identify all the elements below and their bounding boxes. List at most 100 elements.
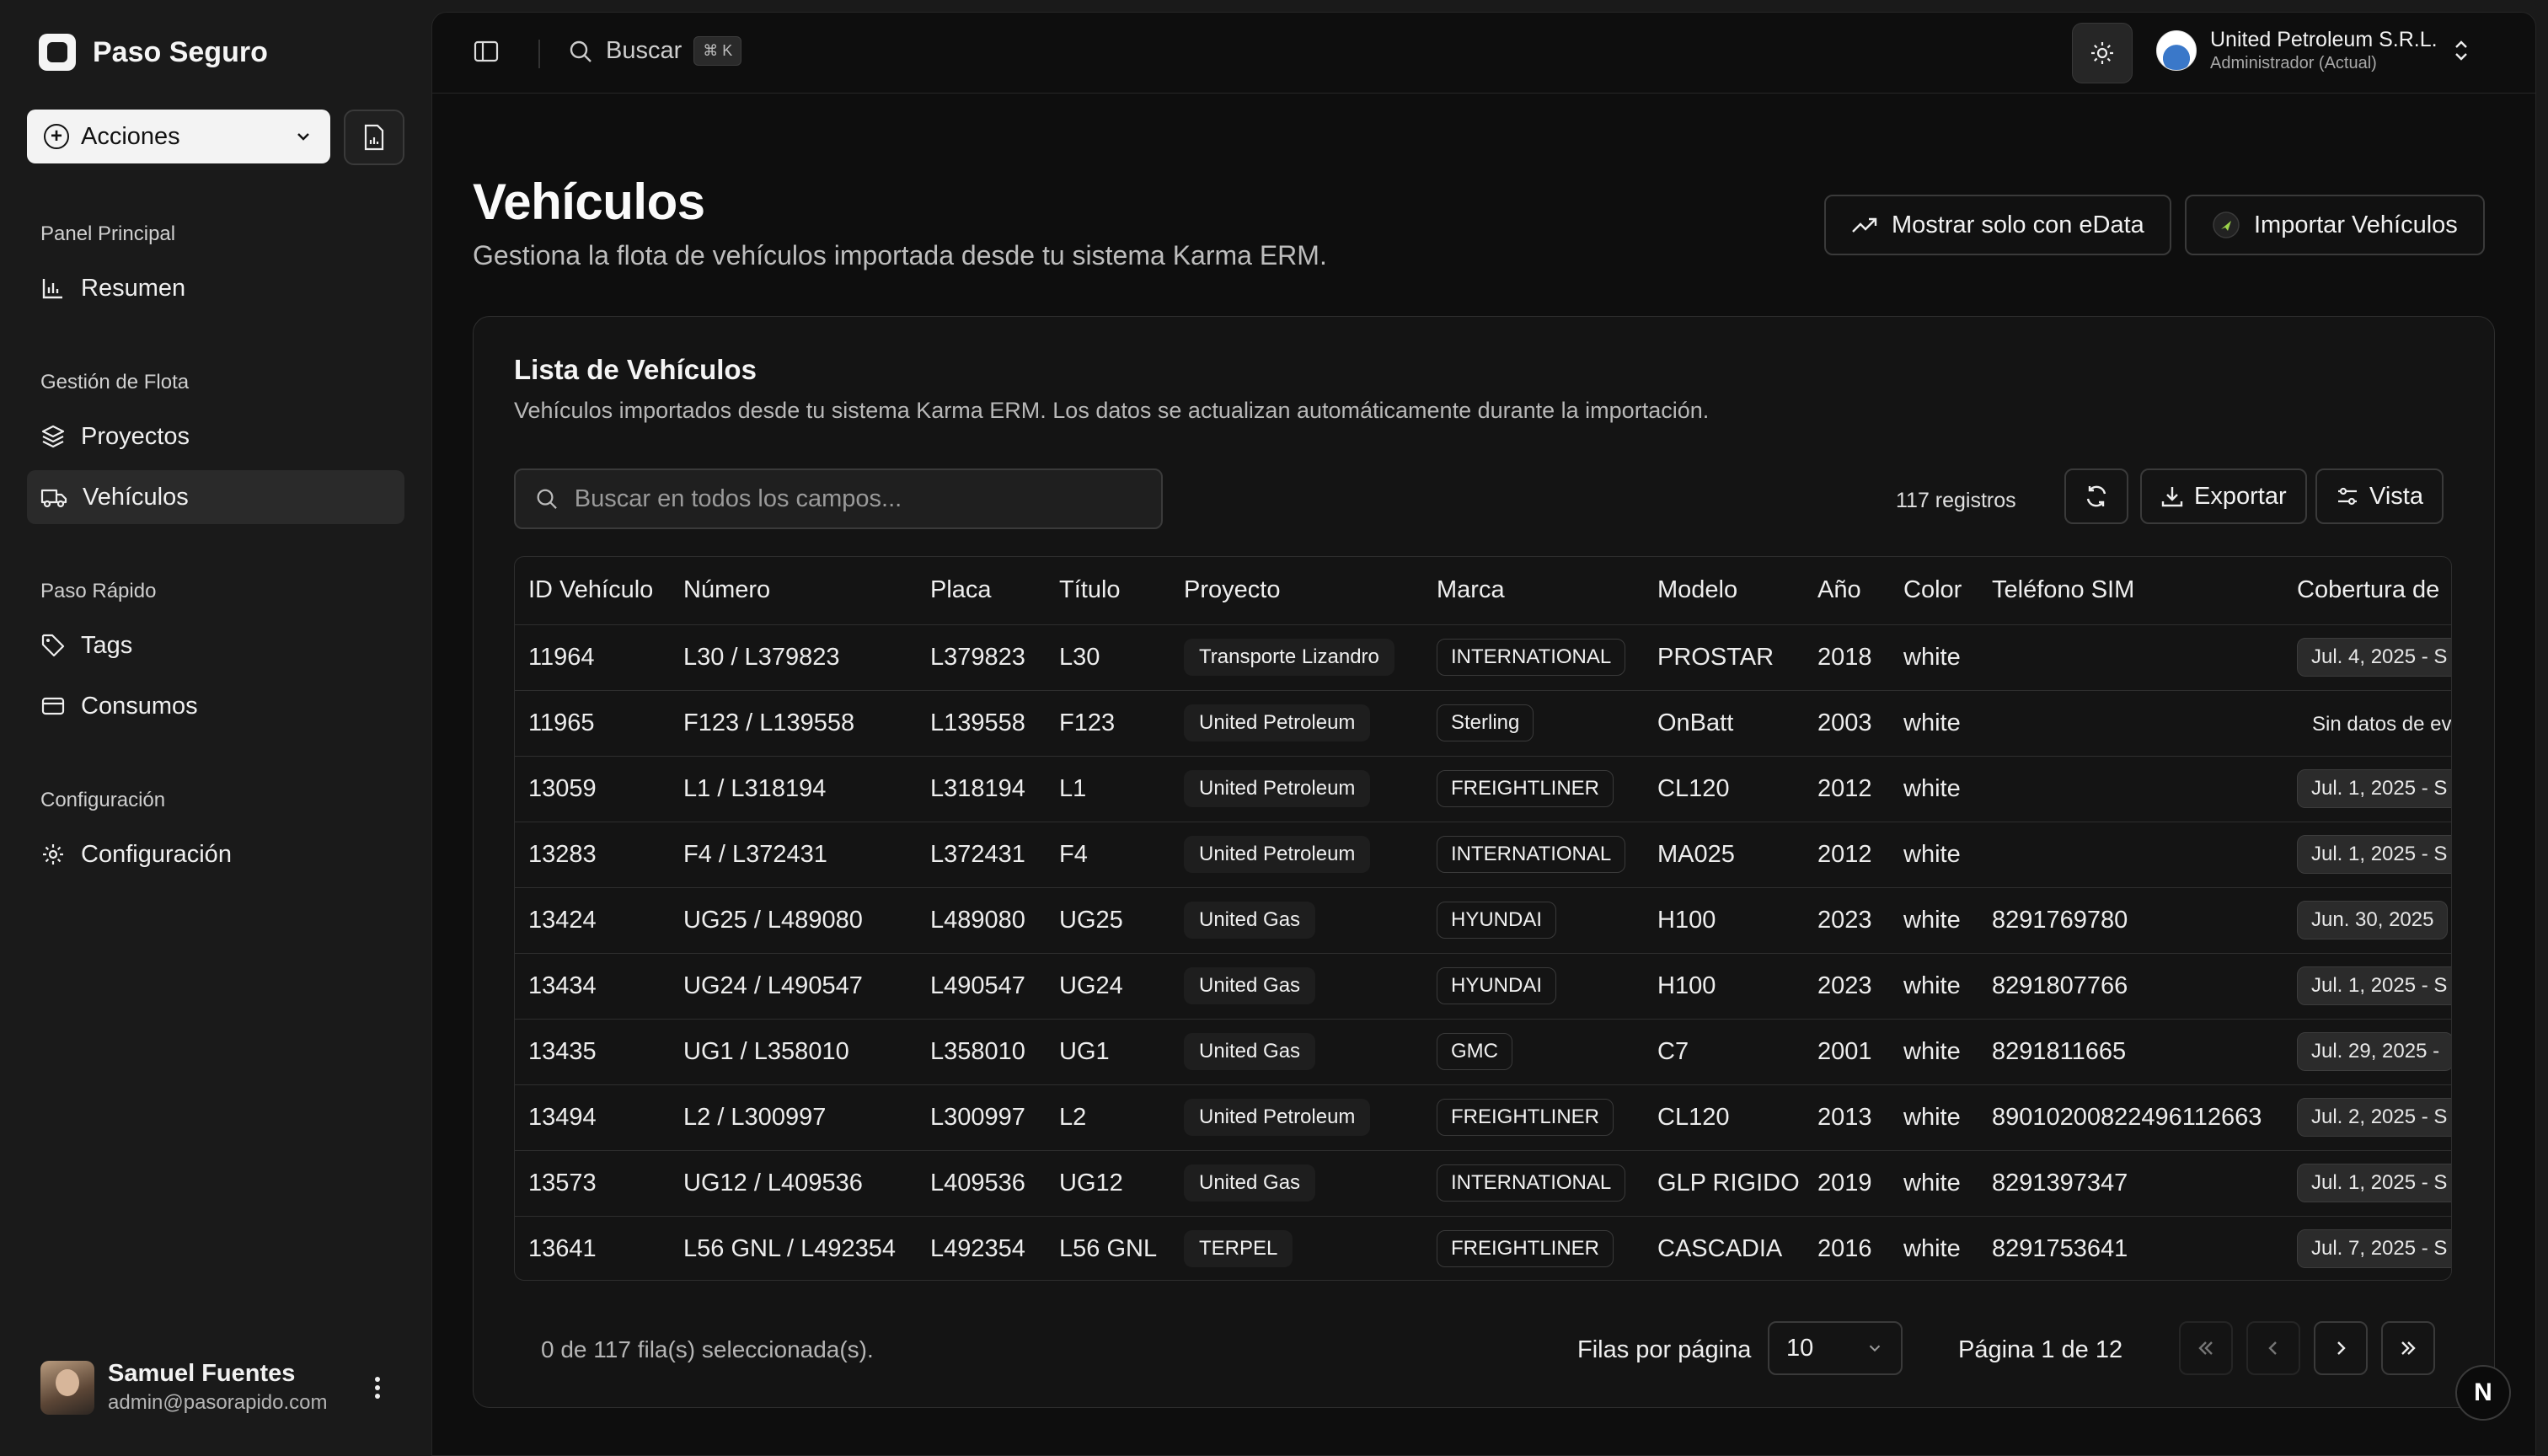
cell-anio: 2023 — [1804, 887, 1890, 954]
col-anio[interactable]: Año — [1804, 557, 1890, 625]
import-logo-icon — [2213, 211, 2240, 238]
nav-group-configuracion: Configuración — [40, 789, 166, 811]
cell-marca-badge: HYUNDAI — [1437, 902, 1557, 939]
cell-modelo: CASCADIA — [1657, 1234, 1783, 1262]
col-cobertura[interactable]: Cobertura de — [2283, 557, 2451, 625]
sidebar-item-proyectos[interactable]: Proyectos — [27, 410, 404, 463]
main-panel: Buscar ⌘ K United Petroleum S.R.L. Admin… — [431, 12, 2536, 1456]
table-row[interactable]: 13494 L2 / L300997 L300997 L2 United Petrole… — [515, 1084, 2451, 1151]
cell-anio: 2019 — [1804, 1150, 1890, 1217]
trending-up-icon — [1852, 217, 1877, 233]
sidebar-item-label: Consumos — [81, 692, 198, 720]
last-page-button[interactable] — [2381, 1321, 2435, 1375]
col-proyecto[interactable]: Proyecto — [1170, 557, 1423, 625]
sidebar-item-label: Resumen — [81, 274, 186, 302]
cell-proyecto: TERPEL — [1170, 1216, 1423, 1280]
file-chart-icon — [364, 124, 384, 151]
rows-per-page-select[interactable]: 10 — [1768, 1321, 1903, 1375]
cell-numero: UG1 / L358010 — [670, 1019, 917, 1085]
cell-cobertura-badge: Sin datos de ev — [2312, 712, 2452, 736]
sidebar-item-tags[interactable]: Tags — [27, 618, 404, 672]
divider — [538, 40, 540, 68]
prev-page-button[interactable] — [2246, 1321, 2300, 1375]
records-count: 117 registros — [1896, 489, 2016, 512]
table-row[interactable]: 13573 UG12 / L409536 L409536 UG12 United Gas… — [515, 1150, 2451, 1217]
cell-cobertura: Jul. 2, 2025 - S — [2283, 1084, 2451, 1151]
theme-toggle-button[interactable] — [2072, 23, 2133, 83]
col-sim[interactable]: Teléfono SIM — [1978, 557, 2283, 625]
table-row[interactable]: 11964 L30 / L379823 L379823 L30 Transporte L… — [515, 624, 2451, 691]
table-row[interactable]: 11965 F123 / L139558 L139558 F123 United Pet… — [515, 690, 2452, 757]
cell-proyecto-badge: TERPEL — [1184, 1230, 1293, 1268]
page-title: Vehículos — [473, 174, 705, 230]
cell-sim — [1978, 756, 2283, 822]
sidebar-item-resumen[interactable]: Resumen — [27, 261, 404, 315]
global-search-button[interactable]: Buscar ⌘ K — [567, 36, 742, 66]
col-marca[interactable]: Marca — [1423, 557, 1644, 625]
table-row[interactable]: 13641 L56 GNL / L492354 L492354 L56 GNL TERP… — [515, 1216, 2451, 1280]
table-row[interactable]: 13424 UG25 / L489080 L489080 UG25 United Gas… — [515, 887, 2451, 954]
col-modelo[interactable]: Modelo — [1644, 557, 1804, 625]
cell-titulo: F4 — [1046, 822, 1170, 888]
nextjs-badge-icon[interactable]: N — [2455, 1365, 2511, 1421]
cell-color: white — [1890, 1019, 1978, 1085]
col-color[interactable]: Color — [1890, 557, 1978, 625]
table-row[interactable]: 13435 UG1 / L358010 L358010 UG1 United Gas GM… — [515, 1019, 2451, 1085]
first-page-button[interactable] — [2179, 1321, 2233, 1375]
col-id[interactable]: ID Vehículo — [515, 557, 670, 625]
gear-icon — [43, 844, 63, 864]
import-vehicles-label: Importar Vehículos — [2254, 211, 2458, 238]
cell-numero: UG12 / L409536 — [670, 1150, 917, 1217]
actions-dropdown[interactable]: + Acciones — [27, 110, 330, 163]
cell-proyecto: United Petroleum — [1170, 822, 1423, 888]
sun-icon — [2091, 42, 2113, 64]
table-row[interactable]: 13283 F4 / L372431 L372431 F4 United Petrole… — [515, 822, 2451, 888]
col-numero[interactable]: Número — [670, 557, 917, 625]
sidebar-item-label: Tags — [81, 631, 133, 659]
more-vertical-icon[interactable] — [374, 1375, 381, 1400]
sidebar-item-consumos[interactable]: Consumos — [27, 679, 404, 733]
table-search[interactable] — [514, 468, 1163, 529]
next-page-button[interactable] — [2314, 1321, 2368, 1375]
cell-id: 13424 — [515, 887, 670, 954]
cell-proyecto: United Gas — [1170, 953, 1423, 1020]
cell-titulo: L1 — [1046, 756, 1170, 822]
col-placa[interactable]: Placa — [917, 557, 1046, 625]
cell-id: 13435 — [515, 1019, 670, 1085]
table-search-input[interactable] — [574, 484, 1143, 513]
table-row[interactable]: 13059 L1 / L318194 L318194 L1 United Petrole… — [515, 756, 2451, 822]
cell-id: 13059 — [515, 756, 670, 822]
layers-icon — [41, 425, 65, 448]
cell-marca: INTERNATIONAL — [1423, 822, 1644, 888]
cell-sim: 8291397347 — [1978, 1150, 2283, 1217]
table-header-row: ID Vehículo Número Placa Título Proyecto… — [515, 557, 2451, 625]
cell-numero: F4 / L372431 — [670, 822, 917, 888]
report-button[interactable] — [344, 110, 404, 165]
brand[interactable]: Paso Seguro — [39, 34, 268, 71]
cell-marca: HYUNDAI — [1423, 887, 1644, 954]
import-vehicles-button[interactable]: Importar Vehículos — [2185, 195, 2485, 255]
table-row[interactable]: 13434 UG24 / L490547 L490547 UG24 United Gas… — [515, 953, 2451, 1020]
view-options-button[interactable]: Vista — [2315, 468, 2444, 524]
cell-titulo: UG12 — [1046, 1150, 1170, 1217]
cell-placa: L358010 — [917, 1019, 1046, 1085]
sidebar-toggle-icon[interactable] — [473, 38, 500, 65]
refresh-button[interactable] — [2064, 468, 2128, 524]
chevrons-up-down-icon — [2454, 40, 2467, 61]
sidebar-item-configuracion[interactable]: Configuración — [27, 827, 404, 881]
cell-marca-badge: FREIGHTLINER — [1437, 770, 1614, 807]
export-button[interactable]: Exportar — [2140, 468, 2307, 524]
cell-marca: INTERNATIONAL — [1423, 1150, 1644, 1217]
cell-marca-badge: GMC — [1437, 1033, 1512, 1070]
vehicles-table: ID Vehículo Número Placa Título Proyecto… — [514, 556, 2452, 1281]
sidebar-item-vehiculos[interactable]: Vehículos — [27, 470, 404, 524]
search-icon — [537, 489, 557, 509]
cell-id: 11965 — [515, 690, 670, 757]
col-titulo[interactable]: Título — [1046, 557, 1170, 625]
show-edata-button[interactable]: Mostrar solo con eData — [1824, 195, 2171, 255]
page-info: Página 1 de 12 — [1958, 1336, 2123, 1363]
avatar — [40, 1360, 94, 1415]
cell-modelo: CL120 — [1644, 756, 1804, 822]
user-menu[interactable]: Samuel Fuentes admin@pasorapido.com — [40, 1360, 328, 1415]
org-switcher[interactable]: United Petroleum S.R.L. Administrador (A… — [2156, 28, 2471, 73]
